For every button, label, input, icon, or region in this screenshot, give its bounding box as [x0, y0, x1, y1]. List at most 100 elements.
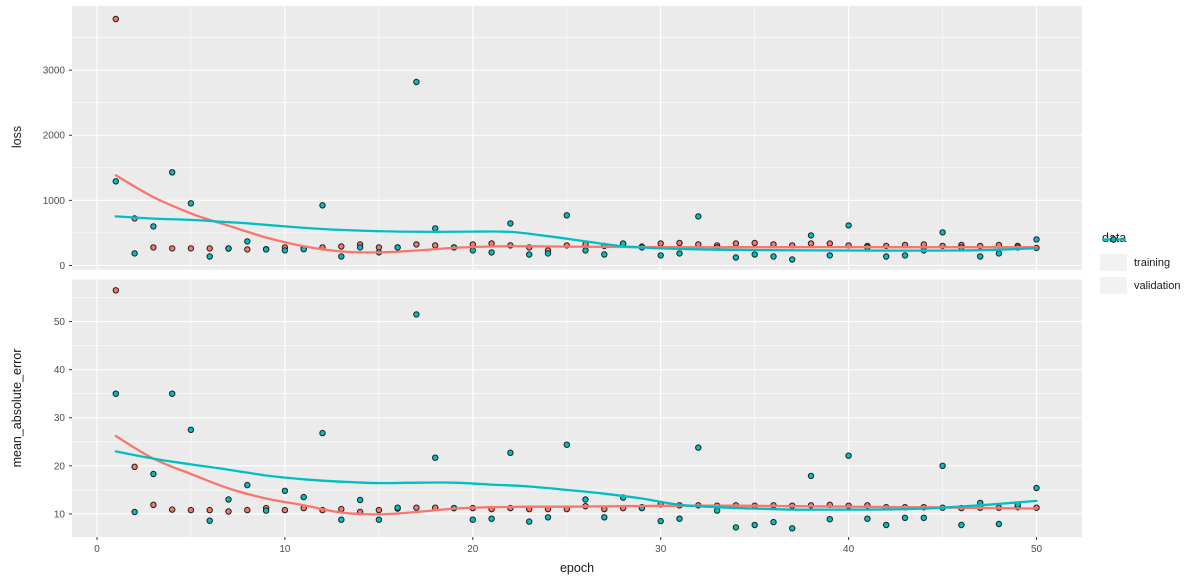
- validation-point: [507, 220, 514, 227]
- x-axis-title: epoch: [559, 561, 595, 575]
- validation-point: [676, 250, 683, 257]
- validation-point: [883, 253, 890, 260]
- validation-point: [864, 515, 871, 522]
- validation-point: [563, 441, 570, 448]
- validation-point: [338, 516, 345, 523]
- y-axis-title-loss: loss: [10, 125, 24, 149]
- validation-point: [281, 487, 289, 494]
- training-point: [131, 463, 138, 470]
- validation-point: [826, 516, 833, 523]
- training-point: [281, 506, 289, 514]
- validation-point: [356, 244, 364, 251]
- training-point: [169, 506, 176, 513]
- legend-entry-training: training: [1100, 236, 1180, 271]
- validation-point: [770, 518, 777, 526]
- validation-point: [695, 444, 702, 451]
- legend-swatch-point: [1110, 236, 1117, 243]
- validation-point: [300, 493, 307, 501]
- training-point: [676, 239, 683, 247]
- validation-point: [187, 426, 195, 433]
- validation-point: [657, 252, 664, 259]
- training-point: [657, 240, 664, 247]
- panel-content: [112, 287, 1040, 532]
- training-point: [338, 243, 345, 250]
- legend-label-validation: validation: [1134, 279, 1181, 292]
- validation-point: [977, 253, 984, 260]
- y-axis-tick-label: 30: [54, 413, 66, 424]
- validation-point: [789, 525, 796, 532]
- training-point: [432, 242, 439, 249]
- validation-point: [394, 244, 401, 251]
- validation-point: [281, 247, 289, 254]
- validation-point: [413, 78, 420, 86]
- validation-point: [225, 245, 232, 252]
- training-point: [112, 15, 120, 23]
- validation-point: [244, 238, 251, 245]
- legend-entries: training validation: [1100, 236, 1181, 294]
- legend-key-training: [1100, 236, 1127, 271]
- y-axis-tick-label: 20: [54, 461, 66, 472]
- validation-point: [544, 250, 552, 257]
- y-axis-tick-label: 1000: [43, 196, 66, 207]
- validation-point: [131, 508, 138, 516]
- validation-point: [901, 252, 909, 259]
- validation-point: [901, 514, 909, 521]
- validation-point: [1033, 236, 1040, 243]
- training-point: [244, 246, 251, 253]
- training-smooth-line: [114, 434, 1038, 516]
- training-point: [150, 501, 157, 508]
- validation-point: [488, 249, 495, 256]
- validation-point: [789, 256, 796, 263]
- validation-point: [826, 252, 833, 259]
- validation-point: [262, 507, 270, 514]
- training-point: [826, 240, 833, 247]
- validation-point: [488, 515, 495, 522]
- x-axis-tick-label: 10: [279, 544, 291, 555]
- training-point: [244, 506, 251, 514]
- validation-point: [563, 212, 570, 219]
- validation-point: [676, 515, 683, 522]
- validation-point: [939, 462, 946, 469]
- validation-point: [112, 178, 120, 185]
- validation-point: [244, 481, 251, 489]
- validation-legend-swatch: [1102, 236, 1125, 243]
- validation-point: [413, 311, 420, 318]
- validation-point: [507, 449, 514, 456]
- validation-point: [432, 225, 439, 232]
- training-point: [338, 505, 345, 513]
- validation-point: [582, 247, 589, 254]
- training-smooth-line: [114, 174, 1038, 254]
- legend-label-training: training: [1134, 256, 1171, 269]
- y-axis-tick-label: 2000: [43, 131, 66, 142]
- y-axis-tick-label: 50: [54, 317, 66, 328]
- mae-panel: 10 20 30 40 50: [54, 279, 1082, 537]
- validation-point: [845, 222, 852, 229]
- validation-point: [112, 390, 120, 397]
- training-point: [225, 508, 232, 515]
- validation-point: [526, 518, 533, 525]
- validation-point: [845, 452, 852, 459]
- validation-point: [206, 517, 213, 524]
- validation-point: [995, 520, 1003, 528]
- panel-background: [72, 6, 1082, 270]
- validation-smooth-line: [114, 450, 1038, 511]
- validation-point: [432, 454, 439, 461]
- y-axis-tick-label: 10: [54, 509, 66, 520]
- training-point: [206, 245, 213, 252]
- x-axis-tick-label: 0: [94, 544, 100, 555]
- y-axis-tick-label: 0: [59, 261, 65, 272]
- validation-point: [262, 246, 270, 253]
- validation-point: [601, 514, 608, 521]
- validation-point: [807, 232, 815, 239]
- validation-point: [995, 250, 1003, 257]
- validation-point: [732, 254, 740, 261]
- validation-point: [206, 253, 213, 260]
- validation-point: [751, 521, 758, 529]
- validation-point: [469, 516, 476, 523]
- validation-point: [958, 521, 965, 529]
- validation-point: [920, 514, 927, 521]
- y-axis-tick-label: 40: [54, 365, 66, 376]
- training-point: [187, 245, 195, 252]
